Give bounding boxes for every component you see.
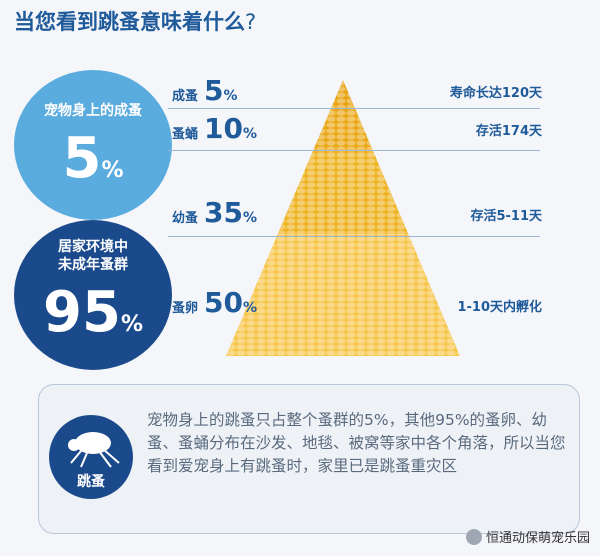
stage-pupa: 蚤蛹 10%: [172, 112, 258, 145]
info-panel: 跳蚤 宠物身上的跳蚤只占整个蚤群的5%，其他95%的蚤卵、幼蚤、蚤蛹分布在沙发、…: [38, 384, 580, 534]
info-text: 宠物身上的跳蚤只占整个蚤群的5%，其他95%的蚤卵、幼蚤、蚤蛹分布在沙发、地毯、…: [147, 411, 566, 475]
divider-line: [168, 150, 540, 151]
stage-larva: 幼蚤 35%: [172, 196, 258, 229]
pyramid-band-egg-texture: [226, 234, 460, 356]
home-flea-label: 居家环境中 未成年蚤群: [58, 239, 128, 273]
watermark: 恒通动保萌宠乐园: [465, 527, 590, 546]
page-title: 当您看到跳蚤意味着什么?: [14, 10, 257, 34]
home-flea-value: 95%: [43, 280, 143, 345]
stage-adult-note: 寿命长达120天: [449, 86, 542, 101]
pyramid-band-adult-texture: [330, 80, 356, 110]
stage-egg-note: 1-10天内孵化: [457, 300, 542, 315]
flea-badge: 跳蚤: [49, 415, 133, 499]
stage-egg: 蚤卵 50%: [172, 286, 258, 319]
pet-flea-value: 5%: [62, 126, 124, 191]
divider-line: [168, 236, 540, 237]
flea-icon: [68, 432, 120, 468]
pet-flea-label: 宠物身上的成蚤: [44, 103, 142, 119]
stage-pupa-note: 存活174天: [475, 124, 542, 139]
flea-label: 跳蚤: [77, 474, 105, 490]
divider-line: [168, 108, 540, 109]
flea-pyramid: [226, 80, 460, 356]
pet-flea-circle: 宠物身上的成蚤 5%: [14, 70, 172, 220]
pyramid-band-pupa-texture: [313, 110, 373, 150]
stage-adult: 成蚤 5%: [172, 74, 238, 107]
stage-larva-note: 存活5-11天: [470, 209, 542, 224]
wechat-icon: [465, 528, 482, 545]
home-flea-circle: 居家环境中 未成年蚤群 95%: [14, 220, 172, 370]
pyramid-band-larva-texture: [277, 150, 409, 234]
